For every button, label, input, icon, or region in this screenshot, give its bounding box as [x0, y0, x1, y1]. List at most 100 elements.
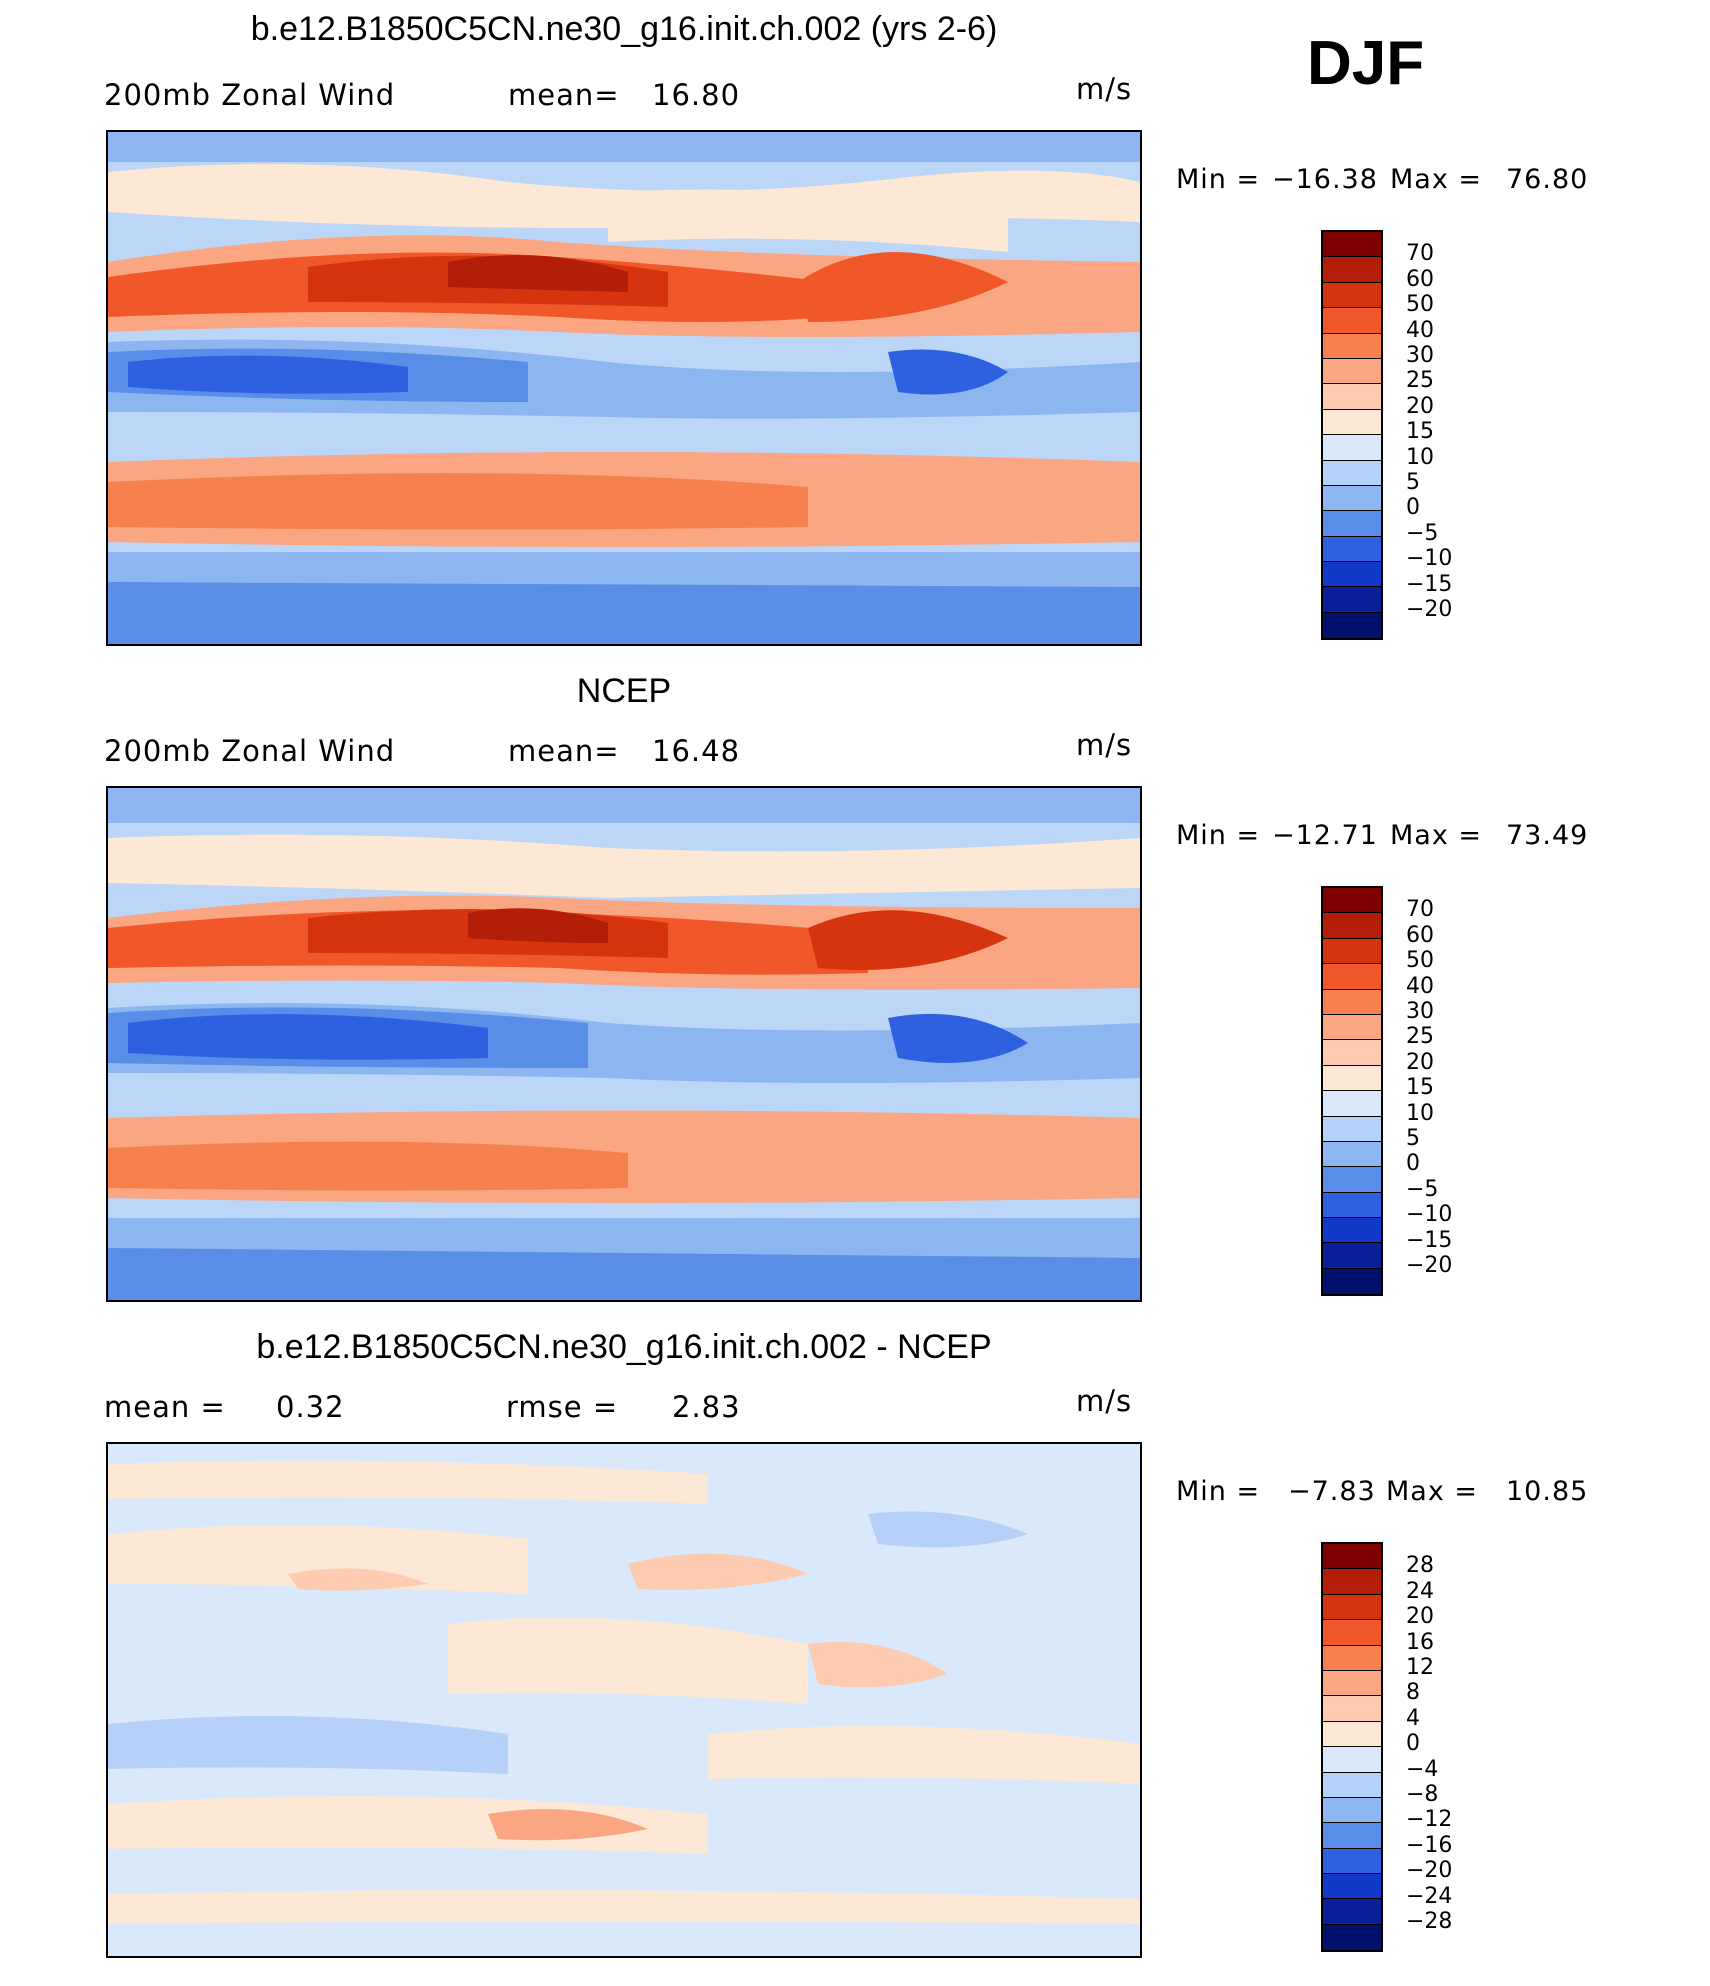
colorbar-swatch [1323, 1167, 1381, 1193]
colorbar-swatch [1323, 1091, 1381, 1117]
colorbar-label: −4 [1406, 1756, 1439, 1782]
colorbar-swatch [1323, 1594, 1381, 1621]
colorbar-label: −8 [1406, 1782, 1439, 1807]
panel-1-min-label: Min = [1176, 164, 1261, 195]
panel-1-mean-value: 16.80 [652, 78, 741, 112]
colorbar-label: −16 [1406, 1832, 1453, 1858]
colorbar-label: 5 [1406, 470, 1420, 495]
colorbar-label: 15 [1406, 1075, 1434, 1101]
panel-2-colorbar [1321, 886, 1383, 1297]
colorbar-swatch [1323, 612, 1381, 639]
panel-1-max-label: Max = [1390, 164, 1483, 195]
panel-2-mean-value: 16.48 [652, 734, 741, 768]
colorbar-swatch [1323, 282, 1381, 309]
panel-1-min-value: −16.38 [1272, 164, 1378, 195]
colorbar-swatch [1323, 1645, 1381, 1671]
panel-1-max-value: 76.80 [1506, 164, 1589, 195]
colorbar-swatch [1323, 938, 1381, 965]
panel-3-mean-value: 0.32 [276, 1390, 345, 1424]
panel-1-map [106, 130, 1142, 646]
colorbar-swatch [1323, 536, 1381, 563]
colorbar-swatch [1323, 460, 1381, 486]
colorbar-label: 0 [1406, 1731, 1420, 1757]
colorbar-label: 60 [1406, 266, 1434, 292]
colorbar-swatch [1323, 1620, 1381, 1646]
colorbar-swatch [1323, 562, 1381, 588]
panel-1-field-label: 200mb Zonal Wind [104, 78, 396, 112]
panel-3-mean-label: mean = [104, 1390, 226, 1424]
colorbar-label: 0 [1406, 495, 1420, 521]
colorbar-label: −28 [1406, 1909, 1453, 1934]
colorbar-label: −12 [1406, 1807, 1453, 1833]
colorbar-swatch [1323, 511, 1381, 537]
panel-1-colorbar [1321, 230, 1383, 641]
colorbar-label: 28 [1406, 1553, 1434, 1579]
panel-3-colorbar [1321, 1542, 1383, 1953]
colorbar-swatch [1323, 888, 1381, 914]
colorbar-label: 20 [1406, 1604, 1434, 1630]
colorbar-label: −15 [1406, 1227, 1453, 1253]
panel-3-max-value: 10.85 [1506, 1476, 1589, 1507]
colorbar-label: −24 [1406, 1883, 1453, 1909]
colorbar-swatch [1323, 333, 1381, 359]
panel-2-min-label: Min = [1176, 820, 1261, 851]
colorbar-swatch [1323, 1696, 1381, 1722]
panel-2-map [106, 786, 1142, 1302]
panel-1-mean-label: mean= [508, 78, 620, 112]
panel-2-max-label: Max = [1390, 820, 1483, 851]
panel-1-title: b.e12.B1850C5CN.ne30_g16.init.ch.002 (yr… [250, 10, 998, 48]
colorbar-label: 20 [1406, 393, 1434, 419]
colorbar-label: 20 [1406, 1049, 1434, 1075]
colorbar-swatch [1323, 1192, 1381, 1219]
colorbar-swatch [1323, 1141, 1381, 1168]
panel-3-rmse-value: 2.83 [672, 1390, 741, 1424]
colorbar-label: 4 [1406, 1705, 1420, 1731]
colorbar-label: 60 [1406, 922, 1434, 948]
colorbar-label: 10 [1406, 444, 1434, 470]
panel-3-title: b.e12.B1850C5CN.ne30_g16.init.ch.002 - N… [256, 1328, 992, 1366]
colorbar-label: 30 [1406, 999, 1434, 1024]
colorbar-swatch [1323, 1243, 1381, 1269]
colorbar-swatch [1323, 1014, 1381, 1041]
colorbar-label: 16 [1406, 1629, 1434, 1655]
panel-2-title: NCEP [576, 672, 672, 710]
colorbar-swatch [1323, 1924, 1381, 1951]
colorbar-label: 15 [1406, 419, 1434, 445]
colorbar-label: −5 [1406, 1176, 1439, 1202]
colorbar-label: 40 [1406, 973, 1434, 999]
colorbar-swatch [1323, 384, 1381, 410]
colorbar-swatch [1323, 1772, 1381, 1798]
colorbar-label: 30 [1406, 343, 1434, 368]
colorbar-label: 50 [1406, 292, 1434, 318]
colorbar-label: 70 [1406, 241, 1434, 267]
colorbar-label: −10 [1406, 546, 1453, 572]
colorbar-label: −20 [1406, 1858, 1453, 1884]
colorbar-swatch [1323, 409, 1381, 436]
colorbar-label: 0 [1406, 1151, 1420, 1177]
colorbar-swatch [1323, 989, 1381, 1015]
colorbar-label: 40 [1406, 317, 1434, 343]
panel-3-rmse-label: rmse = [506, 1390, 619, 1424]
colorbar-label: 25 [1406, 1024, 1434, 1050]
panel-2-units: m/s [1076, 728, 1133, 762]
colorbar-swatch [1323, 587, 1381, 613]
colorbar-swatch [1323, 232, 1381, 258]
colorbar-label: −20 [1406, 1253, 1453, 1278]
colorbar-swatch [1323, 1874, 1381, 1900]
colorbar-label: 24 [1406, 1578, 1434, 1604]
colorbar-swatch [1323, 1040, 1381, 1066]
colorbar-swatch [1323, 485, 1381, 512]
colorbar-label: 8 [1406, 1680, 1420, 1706]
colorbar-swatch [1323, 257, 1381, 283]
colorbar-label: 5 [1406, 1126, 1420, 1151]
colorbar-label: −20 [1406, 597, 1453, 622]
colorbar-label: 12 [1406, 1655, 1434, 1680]
colorbar-label: −10 [1406, 1202, 1453, 1228]
panel-3-max-label: Max = [1386, 1476, 1479, 1507]
panel-2-field-label: 200mb Zonal Wind [104, 734, 396, 768]
panel-2-contour-map [108, 788, 1140, 1300]
panel-2-max-value: 73.49 [1506, 820, 1589, 851]
colorbar-label: 70 [1406, 897, 1434, 923]
colorbar-swatch [1323, 1721, 1381, 1748]
panel-2-mean-label: mean= [508, 734, 620, 768]
